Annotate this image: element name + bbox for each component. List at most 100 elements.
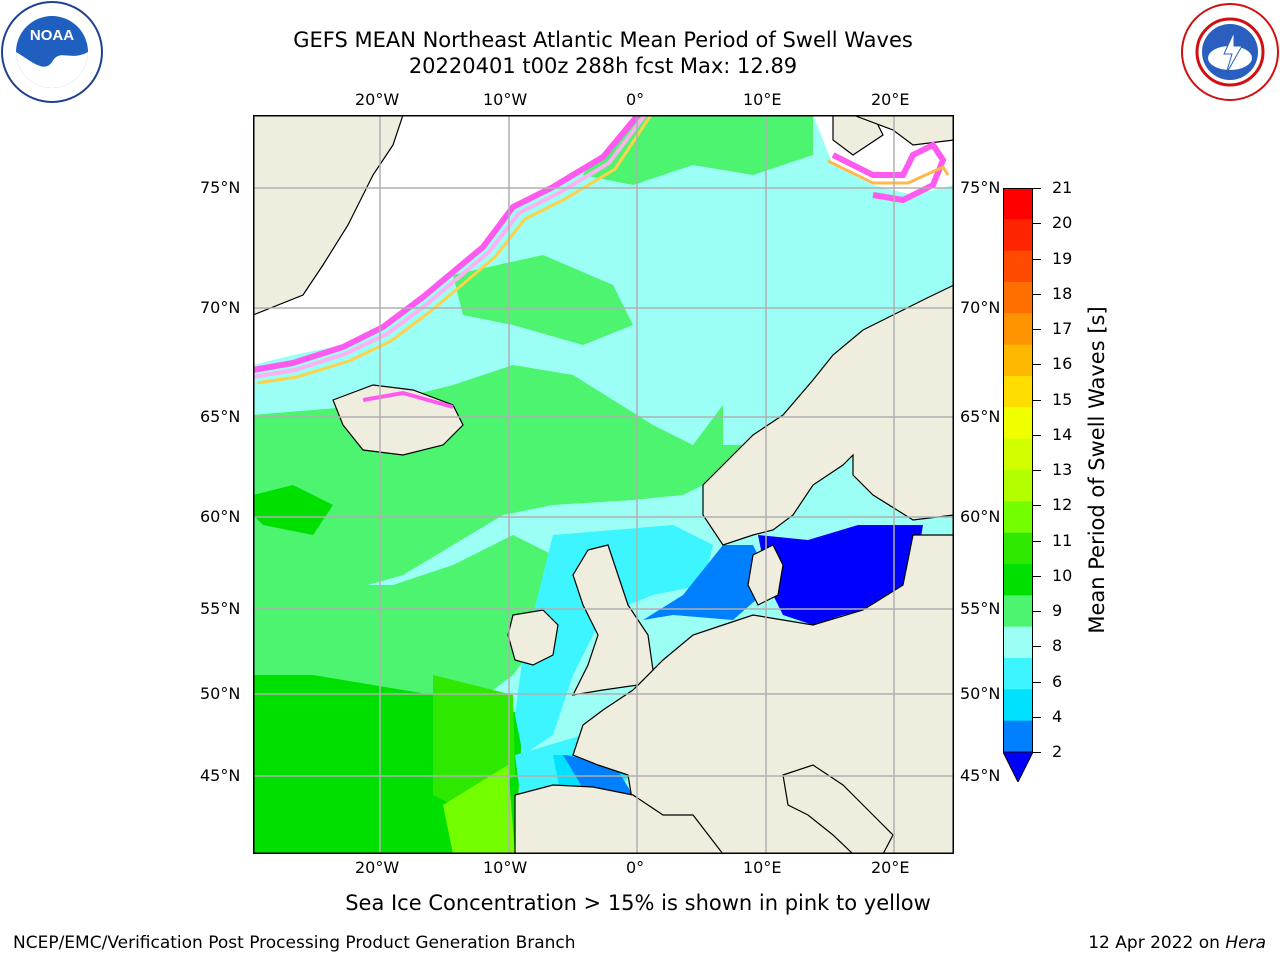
- lat-label-right: 55°N: [960, 599, 1001, 618]
- lat-label-left: 75°N: [200, 178, 241, 197]
- colorbar-tick-mark: [1033, 505, 1041, 507]
- lon-label-top: 10°W: [483, 90, 528, 109]
- lat-label-right: 60°N: [960, 507, 1001, 526]
- colorbar-tick-mark: [1033, 329, 1041, 330]
- colorbar-tick-mark: [1033, 752, 1041, 753]
- colorbar-tick-label: 2: [1052, 742, 1063, 761]
- colorbar-cell: [1003, 250, 1033, 283]
- colorbar-tick-label: 9: [1052, 601, 1063, 620]
- lat-label-left: 60°N: [200, 507, 241, 526]
- lon-label-top: 20°E: [871, 90, 910, 109]
- colorbar-cell: [1003, 626, 1033, 659]
- noaa-wordmark: NOAA: [30, 27, 74, 44]
- lon-label-bottom: 10°E: [743, 858, 782, 877]
- noaa-logo: NOAA: [1, 1, 103, 103]
- colorbar-cell: [1003, 438, 1033, 471]
- footer-branch: NCEP/EMC/Verification Post Processing Pr…: [13, 933, 576, 953]
- colorbar-tick-mark: [1033, 399, 1041, 401]
- lat-label-left: 70°N: [200, 298, 241, 317]
- colorbar-tick-label: 12: [1052, 495, 1073, 515]
- sea-ice-edge: [256, 115, 653, 385]
- footer-date: 12 Apr 2022 on Hera: [1088, 933, 1266, 953]
- lat-label-right: 75°N: [960, 178, 1001, 197]
- swell-period-map: [253, 115, 954, 854]
- colorbar-tick-mark: [1033, 223, 1041, 225]
- swell-band-2-4: [643, 545, 773, 620]
- colorbar-cell: [1003, 407, 1033, 440]
- lat-label-left: 65°N: [200, 407, 241, 426]
- colorbar-cell: [1003, 376, 1033, 408]
- lon-label-bottom: 10°W: [483, 858, 528, 877]
- great-britain-land: [571, 544, 654, 696]
- colorbar-tick-label: 17: [1052, 319, 1073, 338]
- colorbar-tick-mark: [1033, 540, 1041, 542]
- colorbar-tick-label: 19: [1052, 248, 1073, 268]
- lon-label-bottom: 20°W: [355, 858, 400, 877]
- colorbar-extend-arrow: [1003, 751, 1033, 782]
- colorbar-tick-mark: [1033, 188, 1041, 189]
- colorbar-tick-label: 11: [1052, 530, 1073, 550]
- sea-ice-edge: [831, 141, 947, 204]
- colorbar-tick-label: 6: [1052, 671, 1063, 691]
- swell-band-10-11: [253, 485, 333, 535]
- colorbar-frame: [1003, 188, 1033, 753]
- colorbar-cell: [1003, 188, 1033, 220]
- map-subtitle: 20220401 t00z 288h fcst Max: 12.89: [408, 54, 798, 78]
- ireland-land: [507, 609, 559, 666]
- map-title: GEFS MEAN Northeast Atlantic Mean Period…: [293, 28, 913, 52]
- lon-label-top: 0°: [626, 90, 645, 109]
- colorbar-cell: [1003, 689, 1033, 722]
- colorbar-label: Mean Period of Swell Waves [s]: [1085, 306, 1109, 634]
- colorbar: [1003, 188, 1033, 782]
- colorbar-tick-mark: [1033, 681, 1041, 683]
- colorbar-cell: [1003, 470, 1033, 502]
- sea-ice-edge: [253, 115, 647, 379]
- lon-label-bottom: 0°: [626, 858, 645, 877]
- colorbar-tick-mark: [1033, 434, 1041, 436]
- nws-logo: [1181, 3, 1279, 101]
- lat-label-right: 45°N: [960, 766, 1001, 785]
- lat-label-left: 50°N: [200, 684, 241, 703]
- colorbar-tick-label: 20: [1052, 213, 1073, 233]
- lon-label-top: 20°W: [355, 90, 400, 109]
- colorbar-tick-mark: [1033, 364, 1041, 366]
- colorbar-cell: [1003, 564, 1033, 596]
- colorbar-tick-label: 14: [1052, 424, 1073, 444]
- colorbar-tick-label: 18: [1052, 283, 1073, 303]
- map-frame: [253, 115, 954, 854]
- colorbar-tick-mark: [1033, 470, 1041, 471]
- colorbar-cell: [1003, 532, 1033, 565]
- sea-ice-note: Sea Ice Concentration > 15% is shown in …: [345, 891, 931, 915]
- colorbar-cell: [1003, 658, 1033, 690]
- colorbar-tick-mark: [1033, 646, 1041, 648]
- lon-label-top: 10°E: [743, 90, 782, 109]
- swell-band-6-8: [515, 525, 713, 755]
- colorbar-tick-mark: [1033, 716, 1041, 718]
- colorbar-cell: [1003, 219, 1033, 252]
- colorbar-tick-label: 10: [1052, 565, 1073, 585]
- colorbar-tick-mark: [1033, 575, 1041, 577]
- colorbar-tick-mark: [1033, 611, 1041, 612]
- colorbar-cell: [1003, 282, 1033, 314]
- colorbar-cell: [1003, 344, 1033, 377]
- lat-label-left: 55°N: [200, 599, 241, 618]
- sea-ice-edge: [253, 115, 641, 373]
- iberia-land: [514, 784, 724, 854]
- lon-label-bottom: 20°E: [871, 858, 910, 877]
- colorbar-tick-label: 8: [1052, 636, 1063, 656]
- svalbard-land: [832, 115, 884, 156]
- graticule: [253, 115, 954, 854]
- lat-label-left: 45°N: [200, 766, 241, 785]
- colorbar-cell: [1003, 313, 1033, 346]
- sea-ice-edge: [362, 390, 454, 409]
- footer-date-text: 12 Apr 2022 on: [1088, 933, 1220, 953]
- colorbar-tick-mark: [1033, 258, 1041, 260]
- colorbar-tick-label: 4: [1052, 706, 1063, 726]
- lat-label-right: 50°N: [960, 684, 1001, 703]
- lat-label-right: 65°N: [960, 407, 1001, 426]
- swell-band-9-10: [453, 255, 633, 345]
- colorbar-cell: [1003, 720, 1033, 753]
- sea-ice-edge: [827, 159, 950, 185]
- colorbar-cell: [1003, 595, 1033, 628]
- colorbar-tick-mark: [1033, 293, 1041, 295]
